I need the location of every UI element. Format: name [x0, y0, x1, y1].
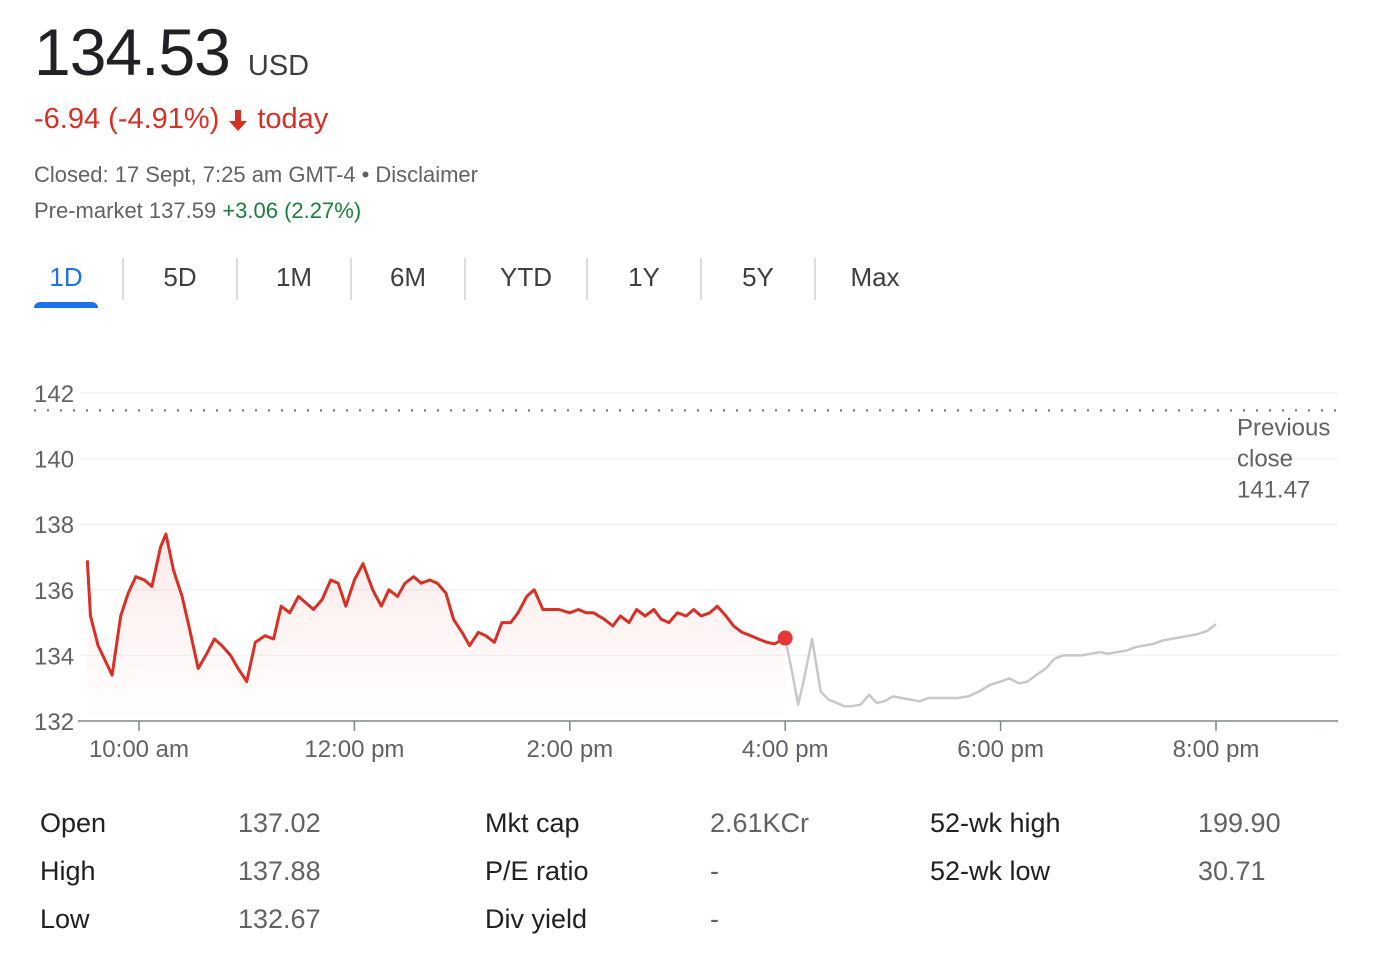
stat-label-mkt-cap: Mkt cap — [485, 808, 580, 838]
stat-label-low: Low — [40, 904, 90, 934]
close-marker-dot — [777, 630, 793, 646]
premarket-price: Pre-market 137.59 — [34, 198, 217, 223]
tab-divider — [122, 258, 124, 300]
tab-divider — [464, 258, 466, 300]
y-tick-label: 142 — [34, 381, 74, 408]
price-chart[interactable]: 142 140 138 136 134 132 Previous close 141.47 1… — [0, 370, 1384, 780]
tab-1y[interactable]: 1Y — [628, 261, 660, 292]
stat-value-mkt-cap: 2.61KCr — [710, 808, 810, 838]
arrow-down-icon — [227, 108, 249, 132]
stat-value-low: 132.67 — [238, 904, 321, 934]
x-tick-label: 10:00 am — [89, 736, 189, 763]
regular-session-area — [87, 534, 786, 721]
x-axis: 10:00 am 12:00 pm 2:00 pm 4:00 pm 6:00 pm 8:0… — [78, 720, 1338, 763]
x-tick-label: 4:00 pm — [742, 736, 829, 763]
tab-5y[interactable]: 5Y — [742, 261, 774, 292]
price-change-row: -6.94 (-4.91%) today — [34, 103, 328, 136]
tab-5d[interactable]: 5D — [163, 261, 197, 292]
stat-label-pe-ratio: P/E ratio — [485, 856, 589, 886]
previous-close-label: Previous — [1237, 414, 1330, 441]
price-header: 134.53 USD — [34, 14, 309, 90]
tab-6m[interactable]: 6M — [389, 261, 427, 292]
x-tick-label: 12:00 pm — [304, 736, 404, 763]
price-change: -6.94 (-4.91%) — [34, 103, 220, 135]
currency-label: USD — [247, 50, 310, 82]
previous-close-marker: Previous close 141.47 — [34, 409, 1338, 503]
x-tick-label: 6:00 pm — [957, 736, 1044, 763]
tab-divider — [586, 258, 588, 300]
stat-value-open: 137.02 — [238, 808, 321, 838]
current-price: 134.53 — [34, 15, 231, 89]
premarket-info: Pre-market 137.59 +3.06 (2.27%) — [34, 198, 361, 224]
stat-value-high: 137.88 — [238, 856, 321, 886]
stat-label-open: Open — [40, 808, 107, 838]
previous-close-label: close — [1237, 445, 1293, 472]
after-hours-session-line — [783, 623, 1217, 708]
stat-label-div-yield: Div yield — [485, 904, 588, 934]
tab-divider — [814, 258, 816, 300]
price-change-period: today — [257, 103, 329, 135]
stat-label-high: High — [40, 856, 96, 886]
stat-value-pe-ratio: - — [710, 856, 719, 886]
previous-close-label: 141.47 — [1237, 476, 1310, 503]
y-tick-label: 134 — [34, 643, 74, 670]
premarket-change: +3.06 (2.27%) — [222, 198, 362, 223]
separator-dot: • — [361, 162, 370, 187]
range-tabs: 1D 5D 1M 6M YTD 1Y 5Y Max — [34, 252, 900, 310]
disclaimer-link[interactable]: Disclaimer — [375, 162, 478, 187]
y-tick-label: 132 — [34, 709, 74, 736]
tab-divider — [700, 258, 702, 300]
stat-value-52wk-high: 199.90 — [1198, 808, 1281, 838]
closed-time: Closed: 17 Sept, 7:25 am GMT-4 — [34, 162, 356, 187]
tab-max[interactable]: Max — [850, 261, 900, 292]
stat-label-52wk-high: 52-wk high — [930, 808, 1061, 838]
stat-label-52wk-low: 52-wk low — [930, 856, 1051, 886]
x-tick-label: 8:00 pm — [1173, 736, 1260, 763]
tab-divider — [350, 258, 352, 300]
y-tick-label: 138 — [34, 512, 74, 539]
stat-value-div-yield: - — [710, 904, 719, 934]
stat-value-52wk-low: 30.71 — [1198, 856, 1266, 886]
market-status: Closed: 17 Sept, 7:25 am GMT-4 • Disclaime… — [34, 162, 478, 188]
tab-ytd[interactable]: YTD — [500, 261, 552, 292]
y-tick-label: 136 — [34, 578, 74, 605]
tab-1d[interactable]: 1D — [34, 252, 98, 308]
chart-series — [85, 532, 1217, 721]
regular-session-line — [85, 532, 786, 684]
x-tick-label: 2:00 pm — [526, 736, 613, 763]
y-tick-label: 140 — [34, 447, 74, 474]
tab-divider — [236, 258, 238, 300]
y-axis-labels: 142 140 138 136 134 132 — [34, 381, 74, 736]
tab-1m[interactable]: 1M — [275, 261, 313, 292]
